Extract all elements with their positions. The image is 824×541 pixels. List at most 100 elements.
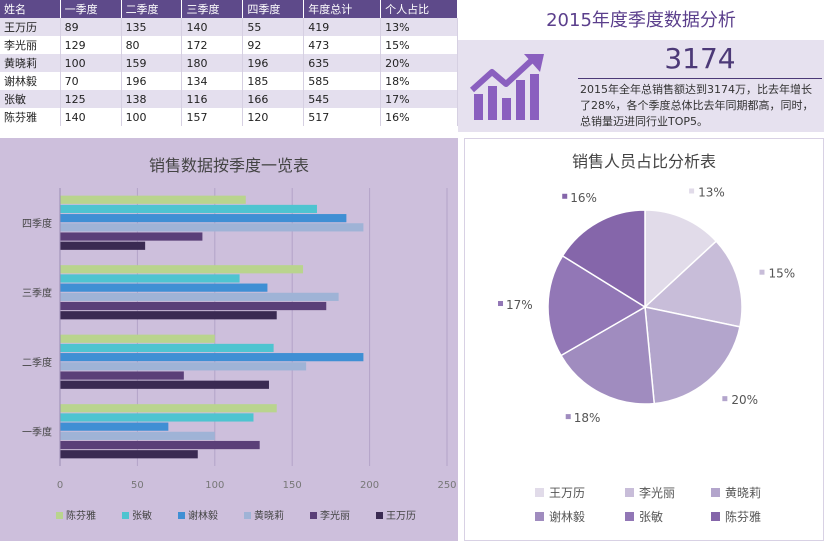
table-cell: 125 [60, 90, 122, 108]
legend-label: 张敏 [639, 509, 663, 524]
table-header-row: 姓名 一季度 二季度 三季度 四季度 年度总计 个人占比 [0, 0, 458, 18]
pie-chart-panel: 销售人员占比分析表 13% 15% 20% 18% 17% 16% 王万历 李光丽 黄晓莉 谢林毅 张… [464, 138, 824, 541]
header-q1: 一季度 [60, 0, 122, 18]
table-cell: 545 [303, 90, 382, 108]
x-tick-label: 100 [205, 480, 224, 491]
table-cell: 419 [303, 18, 382, 36]
pie-slice [644, 209, 718, 309]
table-cell: 李光丽 [0, 36, 61, 54]
kpi-value: 3174 [664, 42, 736, 75]
bar [60, 450, 198, 459]
legend-label: 李光丽 [639, 485, 675, 500]
table-cell: 13% [380, 18, 458, 36]
bar [60, 232, 203, 241]
kpi-panel: 3174 2015年全年总销售额达到3174万，比去年增长了28%，各个季度总体… [458, 40, 824, 132]
legend-label: 李光丽 [320, 509, 350, 522]
bar [60, 223, 364, 232]
table-cell: 585 [303, 72, 382, 90]
legend-label: 陈芬雅 [725, 509, 761, 524]
legend-swatch [535, 512, 544, 521]
data-label: 18% [574, 411, 601, 425]
bar [60, 353, 364, 362]
header-name: 姓名 [0, 0, 61, 18]
table-cell: 陈芬雅 [0, 108, 61, 126]
bar [60, 413, 254, 422]
bar-chart-panel: 销售数据按季度一览表 0 50 100 150 200 250 一季度 二季度 三季度 四季度 陈芬雅… [0, 138, 458, 541]
legend-swatch [625, 512, 634, 521]
bar [60, 301, 327, 311]
table-cell: 谢林毅 [0, 72, 61, 90]
bar [60, 292, 339, 301]
legend-swatch [56, 512, 63, 519]
table-cell: 196 [121, 72, 183, 90]
data-label: 17% [506, 298, 533, 312]
legend-label: 谢林毅 [188, 509, 218, 522]
bar [60, 343, 274, 353]
bar [60, 404, 277, 413]
x-tick-label: 0 [57, 480, 63, 491]
bar [60, 371, 184, 380]
category-label: 四季度 [22, 217, 52, 230]
table-cell: 15% [380, 36, 458, 54]
table-cell: 166 [242, 90, 305, 108]
data-label-marker [565, 414, 571, 420]
table-cell: 157 [181, 108, 244, 126]
pie-slice [559, 305, 656, 405]
table-cell: 王万历 [0, 18, 61, 36]
bar [60, 311, 277, 320]
table-cell: 17% [380, 90, 458, 108]
table-cell: 80 [121, 36, 183, 54]
table-cell: 135 [121, 18, 183, 36]
chart-up-arrow-icon [469, 54, 544, 120]
bar [60, 214, 347, 223]
legend-label: 王万历 [386, 510, 416, 522]
table-row: 张敏 125 138 116 166 545 17% [0, 90, 458, 108]
pie-slice [643, 240, 743, 328]
category-label: 一季度 [22, 425, 52, 438]
table-cell: 89 [60, 18, 122, 36]
legend-swatch [625, 488, 634, 497]
header-q4: 四季度 [242, 0, 305, 18]
legend-swatch [376, 512, 383, 519]
data-label: 16% [570, 191, 597, 205]
header-q2: 二季度 [121, 0, 183, 18]
table-cell: 517 [303, 108, 382, 126]
bar [60, 204, 317, 214]
data-label-marker [759, 269, 765, 275]
table-cell: 18% [380, 72, 458, 90]
bar [60, 195, 246, 204]
bar-chart-title: 销售数据按季度一览表 [149, 156, 309, 175]
bar [60, 274, 240, 283]
bar-chart: 销售数据按季度一览表 0 50 100 150 200 250 一季度 二季度 三季度 四季度陈芬雅… [22, 156, 457, 522]
legend-swatch [244, 512, 251, 519]
x-tick-label: 50 [131, 480, 144, 491]
table-cell: 185 [242, 72, 305, 90]
table-cell: 134 [181, 72, 244, 90]
table-cell: 140 [60, 108, 122, 126]
kpi-description: 2015年全年总销售额达到3174万，比去年增长了28%，各个季度总体比去年同期… [580, 83, 814, 128]
legend-swatch [122, 512, 129, 519]
category-label: 三季度 [22, 286, 52, 299]
legend-swatch [535, 488, 544, 497]
legend-label: 黄晓莉 [725, 486, 761, 500]
legend-swatch [178, 512, 185, 519]
header-total: 年度总计 [303, 0, 382, 18]
x-tick-label: 150 [283, 480, 302, 491]
header-q3: 三季度 [181, 0, 244, 18]
table-cell: 635 [303, 54, 382, 72]
table-cell: 70 [60, 72, 122, 90]
bar [60, 380, 269, 389]
table-cell: 黄晓莉 [0, 54, 61, 72]
data-label: 15% [768, 267, 795, 281]
bar [60, 265, 304, 274]
table-cell: 92 [242, 36, 305, 54]
table-cell: 20% [380, 54, 458, 72]
table-row: 黄晓莉 100 159 180 196 635 20% [0, 54, 458, 72]
legend-label: 张敏 [132, 509, 152, 522]
table-row: 李光丽 129 80 172 92 473 15% [0, 36, 458, 54]
table-cell: 116 [181, 90, 244, 108]
legend-swatch [310, 512, 317, 519]
table-cell: 473 [303, 36, 382, 54]
table-cell: 100 [60, 54, 122, 72]
